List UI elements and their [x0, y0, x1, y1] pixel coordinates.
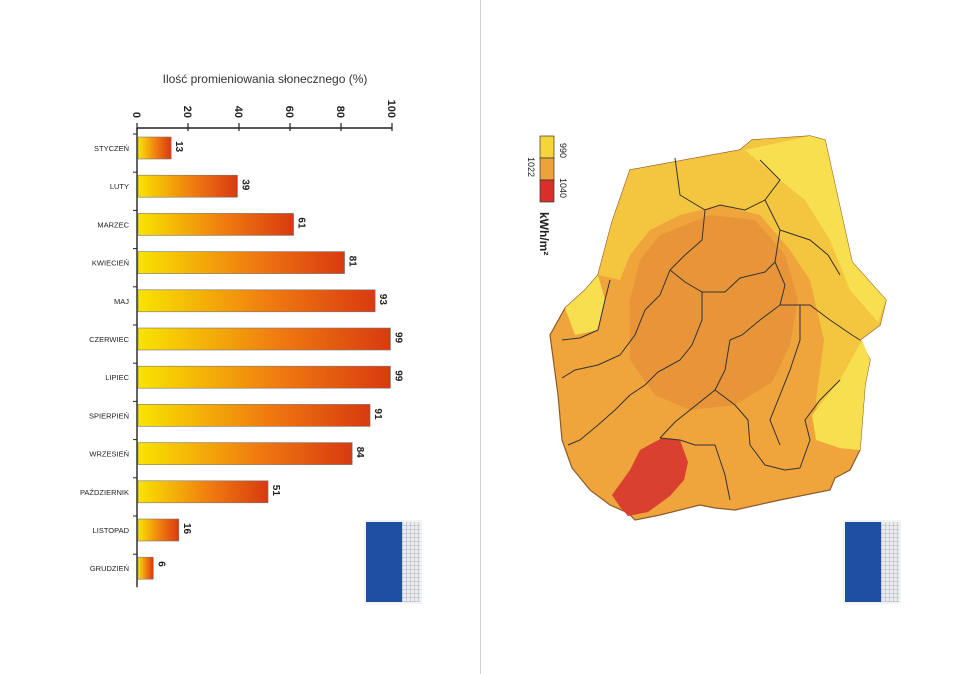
category-label: SPIERPIEŃ — [89, 411, 129, 420]
bar-value-label: 91 — [372, 408, 383, 420]
bar — [137, 136, 172, 160]
axis-tick-label: 40 — [232, 106, 244, 118]
map-zone-light-east — [812, 340, 870, 450]
bar — [137, 442, 353, 465]
bar — [137, 251, 345, 274]
bar-value-label: 99 — [392, 332, 403, 344]
axis-tick-label: 0 — [130, 112, 142, 118]
bar-value-label: 16 — [181, 523, 192, 535]
bar — [137, 174, 238, 198]
category-label: MARZEC — [97, 220, 129, 229]
bar — [137, 213, 294, 236]
category-label: STYCZEŃ — [94, 144, 129, 153]
bar — [137, 404, 371, 427]
category-label: LIPIEC — [105, 373, 129, 382]
map-unit-label: kWh/m² — [537, 212, 551, 255]
bar-value-label: 93 — [377, 294, 388, 306]
axis-tick-label: 20 — [181, 106, 193, 118]
chart-title: Ilość promieniowania słonecznego (%) — [163, 72, 368, 86]
bar-value-label: 84 — [354, 447, 365, 459]
category-label: KWIECIEŃ — [92, 259, 129, 268]
bar-value-label: 99 — [392, 370, 403, 382]
category-label: GRUDZIEŃ — [90, 564, 129, 573]
category-label: MAJ — [114, 297, 129, 306]
legend-label-990: 990 — [558, 143, 568, 158]
axis-tick-label: 60 — [283, 106, 295, 118]
legend-label-1022: 1022 — [526, 157, 536, 177]
axis-tick-label: 100 — [385, 100, 397, 118]
bar — [137, 556, 154, 580]
map-zone-orange-core — [630, 215, 798, 410]
bar — [137, 327, 391, 351]
legend-swatch-990 — [539, 135, 555, 159]
bar — [137, 480, 269, 504]
axis-tick-label: 80 — [334, 106, 346, 118]
bar-value-label: 51 — [270, 485, 281, 497]
legend-swatch-1022 — [539, 179, 555, 203]
bar-value-label: 6 — [155, 561, 166, 567]
solar-radiation-bar-chart: Ilość promieniowania słonecznego (%) 0 20… — [80, 72, 403, 588]
bar-value-label: 81 — [347, 256, 358, 268]
category-label: CZERWIEC — [89, 335, 129, 344]
bar — [137, 365, 391, 389]
logo-grid — [402, 522, 420, 602]
logo-panel — [366, 522, 402, 602]
category-label: LISTOPAD — [93, 526, 130, 535]
page-divider — [480, 0, 481, 674]
logo-panel — [845, 522, 881, 602]
map-district-borders — [561, 157, 861, 501]
category-label: LUTY — [110, 182, 129, 191]
bar-value-label: 13 — [173, 141, 184, 153]
iigin-logo-right — [843, 520, 901, 604]
bar — [137, 518, 180, 542]
category-label: PAŹDZIERNIK — [80, 488, 129, 497]
value-axis: 0 20 40 60 80 100 — [130, 100, 397, 588]
category-label: WRZESIEŃ — [89, 450, 129, 459]
legend-swatch-1040 — [539, 157, 555, 181]
map-zone-light-coast — [745, 136, 886, 322]
logo-grid — [881, 522, 899, 602]
bar-group: STYCZEŃ 13 LUTY 39 MARZEC 61 KWIECIEŃ 81 MAJ 93 CZ… — [80, 136, 403, 580]
map-zone-red — [612, 438, 688, 516]
bar — [137, 289, 376, 313]
solar-irradiation-map: 990 1040 1022 kWh/m² — [526, 135, 887, 521]
map-zone-light-west — [565, 275, 605, 335]
map-legend: 990 1040 1022 kWh/m² — [526, 135, 568, 255]
bar-value-label: 61 — [296, 217, 307, 229]
legend-label-1040: 1040 — [558, 178, 568, 198]
map-zone-yellow-north — [598, 136, 886, 450]
iigin-logo-left — [364, 520, 422, 604]
bar-value-label: 39 — [239, 179, 250, 191]
